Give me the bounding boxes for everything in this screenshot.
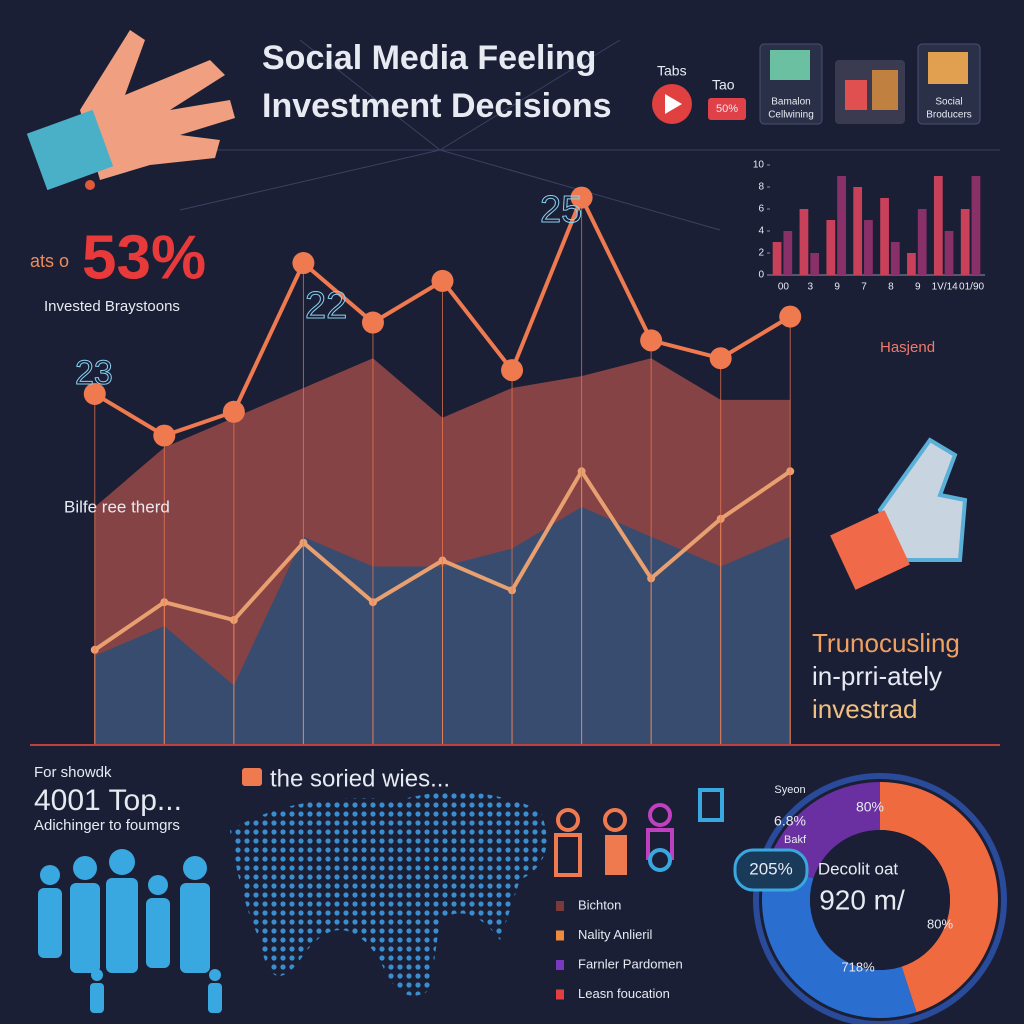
- legend: Bichton Nality Anlieril Farnler Pardomen Le…: [556, 897, 683, 1001]
- x-tick-label: 9: [915, 282, 921, 293]
- x-tick-label: 7: [861, 282, 867, 293]
- point: [779, 305, 802, 328]
- legend-label: Farnler Pardomen: [578, 956, 683, 971]
- donut-label: 6.8%: [774, 813, 806, 829]
- annotation: in-prri-ately: [812, 661, 942, 691]
- donut-border: [753, 773, 1007, 1024]
- line-chart: [83, 186, 802, 745]
- donut-label: 920 m/: [819, 884, 905, 915]
- bar-chart: 0 2 4 6 8 10 00 3 9 7 8 9 1V/14 01/90: [753, 160, 985, 293]
- bar: [837, 176, 846, 275]
- x-tick-label: 3: [808, 282, 814, 293]
- x-tick-label: 1V/14: [932, 282, 959, 293]
- point: [570, 186, 593, 209]
- bar: [933, 176, 943, 275]
- donut-label: Syeon: [774, 784, 805, 796]
- icon-label: Tabs: [657, 63, 687, 79]
- y-tick-label: 8: [758, 182, 764, 193]
- annotation: Hasjend: [880, 339, 935, 356]
- hand-icon: [26, 30, 235, 191]
- bar: [783, 231, 793, 275]
- legend-label: Nality Anlieril: [578, 927, 653, 942]
- title: Social Media Feeling: [262, 39, 596, 77]
- annotation: 23: [75, 354, 113, 392]
- donut-label: 205%: [749, 859, 792, 878]
- donut-label: 80%: [927, 916, 953, 931]
- y-tick-label: 10: [753, 160, 765, 171]
- thumbs-up-icon: [830, 437, 968, 590]
- bar: [944, 231, 954, 275]
- bar: [853, 187, 863, 275]
- legend-label: Bichton: [578, 897, 621, 912]
- donut-segment: [762, 863, 917, 1019]
- point: [222, 400, 245, 423]
- point: [361, 311, 384, 334]
- title: Investment Decisions: [262, 87, 612, 125]
- map-title: the soried wies...: [270, 765, 450, 792]
- y-tick-label: 6: [758, 204, 764, 215]
- text: Adichinger to foumgrs: [34, 817, 180, 834]
- badge: [733, 848, 809, 892]
- bar: [907, 253, 916, 275]
- point: [501, 359, 524, 382]
- icon-label: Cellwining: [768, 110, 814, 121]
- speech-icon: [242, 768, 262, 786]
- world-map: [230, 792, 547, 996]
- annotation: investrad: [812, 694, 918, 724]
- donut-hole: [810, 830, 950, 970]
- text: 4001 Top...: [34, 784, 182, 817]
- icon-label: Bamalon: [771, 97, 810, 108]
- x-tick-label: 01/90: [959, 282, 984, 293]
- donut-label: Decolit oat: [818, 859, 899, 878]
- x-tick-label: 00: [778, 282, 790, 293]
- annotation: Bilfe ree therd: [64, 497, 170, 516]
- y-tick-label: 2: [758, 248, 764, 259]
- legend-swatch: [556, 989, 564, 1000]
- bar: [917, 209, 927, 275]
- donut-label: 718%: [841, 959, 875, 974]
- bar: [890, 242, 900, 275]
- legend-swatch: [556, 960, 564, 970]
- bar: [826, 220, 836, 275]
- point: [292, 252, 315, 275]
- x-tick-label: 9: [834, 282, 840, 293]
- stat-caption: Invested Braystoons: [44, 298, 180, 315]
- point: [709, 347, 732, 370]
- stat-value: 53%: [82, 223, 206, 292]
- bar: [772, 242, 782, 275]
- bar: [960, 209, 970, 275]
- bar: [810, 253, 820, 275]
- donut-label: 80%: [856, 799, 884, 815]
- point: [83, 382, 106, 405]
- donut-segment: [880, 781, 999, 1013]
- bar: [971, 176, 981, 275]
- point: [153, 424, 176, 447]
- legend-swatch: [556, 930, 564, 941]
- annotation: 22: [305, 285, 347, 327]
- top-icons: [652, 43, 981, 125]
- legend-swatch: [556, 901, 564, 911]
- icon-label: Broducers: [926, 110, 972, 121]
- donut-label: Bakf: [784, 834, 807, 846]
- y-tick-label: 4: [758, 226, 764, 237]
- stat-prefix: ats o: [30, 251, 69, 271]
- icon-label: Social: [935, 97, 962, 108]
- people-icons: [38, 849, 222, 1013]
- y-tick-label: 0: [758, 270, 764, 281]
- donut-chart: Syeon 80% 6.8% Bakf 205% Decolit oat 920 m/80%…: [733, 773, 1007, 1024]
- badge: 50%: [716, 103, 738, 115]
- point: [640, 329, 663, 352]
- text: For showdk: [34, 764, 112, 781]
- bar: [880, 198, 889, 275]
- icon-label: Tao: [712, 77, 735, 93]
- bar: [799, 209, 809, 275]
- persona-icons: [554, 788, 724, 877]
- legend-label: Leasn foucation: [578, 986, 670, 1001]
- point: [431, 269, 454, 292]
- annotation: 25: [540, 189, 582, 231]
- annotation: Trunocusling: [812, 628, 960, 658]
- bar: [864, 220, 873, 275]
- x-tick-label: 8: [888, 282, 894, 293]
